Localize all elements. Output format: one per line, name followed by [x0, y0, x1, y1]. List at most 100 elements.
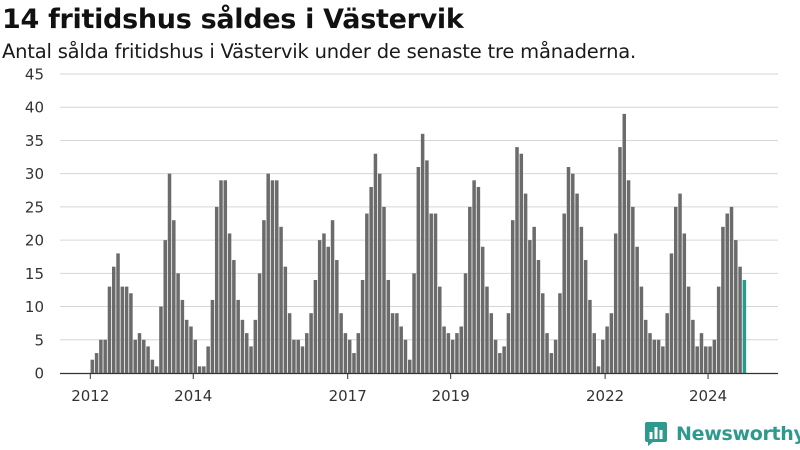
bar [480, 246, 485, 373]
bar [154, 366, 159, 373]
annotations: 14 [746, 0, 768, 5]
bar [588, 299, 592, 373]
bar [648, 333, 652, 373]
bar [330, 220, 335, 373]
bar [377, 173, 382, 373]
x-tick-label: 2017 [329, 387, 367, 405]
bar [343, 333, 348, 373]
bar [219, 180, 223, 373]
bar [493, 339, 498, 373]
bar [626, 180, 631, 373]
bar [142, 339, 146, 373]
bar [566, 167, 571, 373]
bar [549, 353, 554, 373]
bar [536, 260, 541, 373]
bar [176, 273, 180, 373]
bar [403, 339, 408, 373]
bar [339, 313, 343, 373]
bar [373, 153, 378, 373]
bar [227, 233, 232, 373]
bar [416, 167, 421, 373]
bar [236, 299, 240, 373]
bar [686, 286, 691, 373]
chart-title: 14 fritidshus såldes i Västervik [2, 4, 464, 35]
bar [532, 226, 536, 373]
bar [163, 240, 167, 373]
bar [515, 147, 519, 373]
bar [712, 339, 717, 373]
bar [159, 306, 163, 373]
bar [510, 220, 515, 373]
bar [395, 313, 399, 373]
bar [347, 339, 352, 373]
bar [172, 220, 176, 373]
bar [738, 266, 742, 373]
bars [90, 113, 747, 374]
bar [678, 193, 682, 373]
bar [244, 333, 249, 373]
bar [558, 293, 562, 373]
bar [137, 333, 142, 373]
bar [463, 273, 468, 373]
bar [545, 333, 549, 373]
bar [129, 293, 133, 373]
bar [112, 266, 116, 373]
bar [287, 313, 292, 373]
bar [94, 353, 99, 373]
x-axis-ticks: 2012 2014 2017 2019 2022 2024 [71, 373, 727, 405]
y-tick-label: 15 [25, 265, 44, 283]
bar [275, 180, 279, 373]
bar [523, 193, 528, 373]
bar [317, 240, 322, 373]
bar [412, 273, 416, 373]
bar [369, 186, 373, 373]
y-tick-label: 40 [25, 99, 44, 117]
bar [583, 260, 588, 373]
bar [214, 206, 219, 373]
bar [506, 313, 511, 373]
bar [420, 133, 425, 373]
bar [202, 366, 206, 373]
y-tick-label: 10 [25, 298, 44, 316]
y-tick-label: 35 [25, 132, 44, 150]
bar [120, 286, 125, 373]
bar [249, 346, 253, 373]
bar [579, 226, 584, 373]
bar [575, 193, 579, 373]
bar [485, 286, 489, 373]
bar [399, 326, 403, 373]
bar [622, 113, 627, 374]
bar [90, 359, 95, 373]
bar [502, 346, 506, 373]
bar [592, 333, 596, 373]
bar-chart-logo-icon [645, 422, 667, 446]
bar [313, 279, 318, 373]
bar [699, 333, 704, 373]
bar [682, 233, 687, 373]
bar [107, 286, 112, 373]
y-tick-label: 5 [34, 331, 44, 349]
brand-name: Newsworthy [676, 423, 800, 445]
bar [601, 339, 605, 373]
bar [390, 313, 395, 373]
bar [425, 160, 429, 373]
x-tick-label: 2022 [586, 387, 624, 405]
bar [206, 346, 210, 373]
bar [240, 319, 245, 373]
bar [691, 319, 695, 373]
bar [673, 206, 678, 373]
bar [408, 359, 412, 373]
bar [455, 333, 459, 373]
bar [197, 366, 202, 373]
bar [335, 260, 339, 373]
bar [596, 366, 601, 373]
bar [643, 319, 648, 373]
bar [189, 326, 193, 373]
x-tick-label: 2024 [689, 387, 727, 405]
bar [631, 206, 635, 373]
bar [609, 313, 614, 373]
bar [519, 153, 524, 373]
bar [618, 147, 622, 373]
bar [652, 339, 657, 373]
y-tick-label: 30 [25, 165, 44, 183]
